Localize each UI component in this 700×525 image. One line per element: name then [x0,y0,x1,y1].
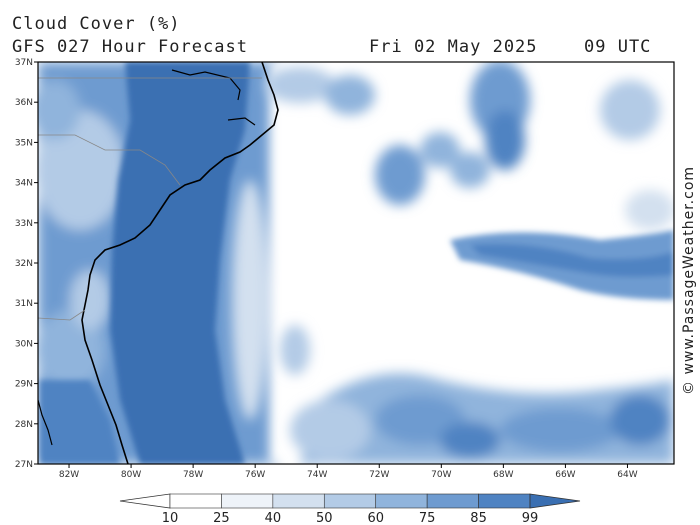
colorbar-segment [478,493,531,509]
lat-tick-label: 27N [15,460,33,470]
lon-tick-label: 74W [307,470,327,480]
lon-tick-label: 78W [183,470,203,480]
colorbar-segment [221,493,274,509]
credit-text: © www.PassageWeather.com [681,166,697,395]
lon-tick-label: 82W [59,470,79,480]
lon-tick-label: 64W [617,470,637,480]
lat-tick-label: 31N [15,299,33,309]
colorbar-label: 10 [162,511,179,525]
colorbar-high-arrow [529,493,581,509]
lon-tick-label: 66W [555,470,575,480]
colorbar-segment [272,493,325,509]
colorbar-segment [426,493,479,509]
colorbar: 10 25 40 50 60 75 85 99 [119,493,581,525]
lat-tick-label: 28N [15,420,33,430]
colorbar-segment [169,493,222,509]
lat-tick-label: 29N [15,380,33,390]
colorbar-segment [375,493,428,509]
colorbar-label: 75 [419,511,436,525]
credit-label: © www.PassageWeather.com [681,166,697,395]
longitude-ticks: 82W 80W 78W 76W 74W 72W 70W 68W 66W 64W [59,464,638,480]
lon-tick-label: 80W [121,470,141,480]
lat-tick-label: 37N [15,58,33,68]
colorbar-label: 25 [213,511,230,525]
colorbar-label: 85 [470,511,487,525]
lat-tick-label: 30N [15,339,33,349]
colorbar-segment [323,493,377,509]
map-title: Cloud Cover (%) [12,14,181,34]
colorbar-label: 60 [367,511,384,525]
lat-tick-label: 32N [15,259,33,269]
lat-tick-label: 34N [15,179,33,189]
coastline [81,62,279,464]
lat-tick-label: 35N [15,138,33,148]
cloud-field [38,62,674,464]
lon-tick-label: 70W [431,470,451,480]
forecast-subtitle: GFS 027 Hour Forecast [12,37,248,57]
lon-tick-label: 72W [369,470,389,480]
lat-tick-label: 33N [15,219,33,229]
forecast-time: 09 UTC [584,37,652,57]
lon-tick-label: 76W [245,470,265,480]
latitude-ticks: 37N 36N 35N 34N 33N 32N 31N 30N 29N 28N 27N [15,58,38,470]
colorbar-label: 40 [265,511,282,525]
forecast-date: Fri 02 May 2025 [369,37,538,57]
colorbar-label: 50 [316,511,333,525]
lat-tick-label: 36N [15,98,33,108]
colorbar-low-arrow [119,493,171,509]
lon-tick-label: 68W [493,470,513,480]
colorbar-label: 99 [522,511,539,525]
